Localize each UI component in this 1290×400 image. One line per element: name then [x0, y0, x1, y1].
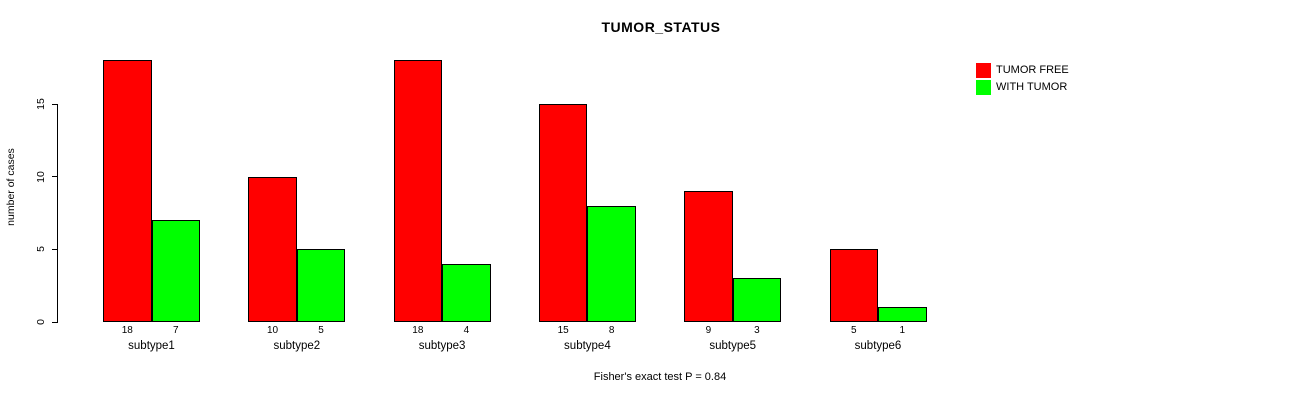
bar-value-label-subtype2: 10: [266, 325, 279, 336]
legend-label-with-tumor: WITH TUMOR: [996, 81, 1068, 93]
bar-value-label-subtype6: 1: [899, 325, 906, 336]
bar-tumor-free-subtype6: [829, 249, 878, 322]
footnote-fisher-test: Fisher's exact test P = 0.84: [593, 371, 727, 383]
legend-item-with-tumor: WITH TUMOR: [976, 80, 1069, 95]
bar-tumor-free-subtype5: [684, 191, 733, 322]
legend-item-tumor-free: TUMOR FREE: [976, 63, 1069, 78]
bar-with-tumor-subtype5: [732, 278, 782, 322]
bar-value-label-subtype5: 9: [705, 325, 712, 336]
bar-tumor-free-subtype2: [248, 176, 297, 322]
chart-title: TUMOR_STATUS: [601, 19, 721, 35]
bar-tumor-free-subtype4: [538, 104, 588, 322]
y-tick-label: 0: [35, 319, 47, 325]
category-label-subtype2: subtype2: [273, 340, 321, 352]
bar-with-tumor-subtype6: [878, 307, 927, 322]
bar-tumor-free-subtype3: [393, 60, 443, 322]
bar-value-label-subtype4: 15: [557, 325, 569, 336]
category-label-subtype6: subtype6: [854, 340, 902, 352]
category-label-subtype5: subtype5: [709, 340, 757, 352]
bar-value-label-subtype1: 18: [121, 325, 133, 336]
bar-value-label-subtype2: 5: [318, 325, 324, 336]
bar-with-tumor-subtype4: [587, 205, 636, 322]
bar-with-tumor-subtype3: [442, 263, 491, 322]
legend-label-tumor-free: TUMOR FREE: [996, 64, 1069, 76]
bar-value-label-subtype1: 7: [172, 325, 179, 336]
bar-value-label-subtype6: 5: [850, 325, 857, 336]
bar-tumor-free-subtype1: [103, 60, 152, 322]
bar-with-tumor-subtype1: [151, 220, 200, 322]
category-label-subtype4: subtype4: [564, 340, 611, 352]
bar-with-tumor-subtype2: [296, 249, 346, 322]
y-tick-label: 10: [35, 170, 47, 183]
y-tick-label: 5: [35, 246, 47, 253]
y-tick-mark: [52, 103, 58, 105]
bar-value-label-subtype4: 8: [608, 325, 615, 336]
y-axis-line: [57, 104, 58, 323]
y-axis-label: number of cases: [5, 148, 17, 226]
legend-swatch-tumor-free-icon: [976, 63, 991, 78]
bar-value-label-subtype3: 18: [412, 325, 424, 336]
bar-value-label-subtype5: 3: [754, 325, 760, 336]
legend: TUMOR FREE WITH TUMOR: [976, 63, 1069, 97]
bar-value-label-subtype3: 4: [463, 325, 470, 336]
y-tick-label: 15: [35, 98, 47, 110]
y-tick-mark: [52, 176, 58, 178]
category-label-subtype3: subtype3: [418, 340, 466, 352]
legend-swatch-with-tumor-icon: [976, 80, 991, 95]
y-tick-mark: [52, 248, 58, 250]
category-label-subtype1: subtype1: [128, 340, 175, 352]
y-tick-mark: [52, 321, 58, 323]
